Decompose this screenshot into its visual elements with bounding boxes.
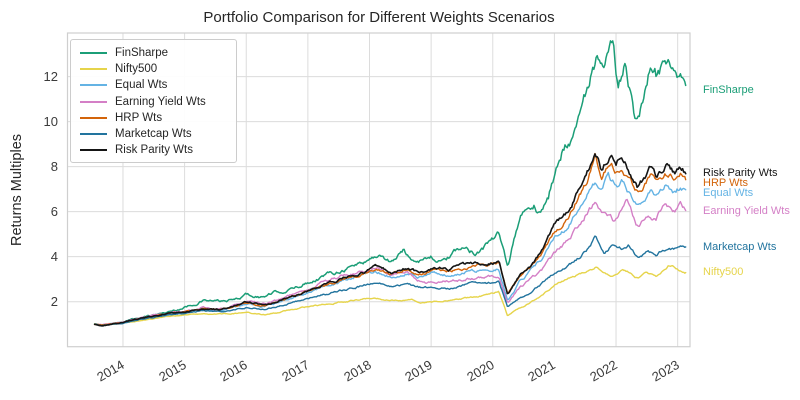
legend-label: HRP Wts (115, 111, 163, 124)
y-tick-label: 12 (43, 68, 58, 84)
legend-line-swatch (80, 149, 107, 152)
legend-label: Risk Parity Wts (115, 144, 193, 157)
legend-label: Nifty500 (115, 63, 158, 76)
legend-line-swatch (80, 52, 107, 55)
legend-label: Earning Yield Wts (115, 95, 206, 108)
legend-line-swatch (80, 100, 107, 103)
legend-label: Marketcap Wts (115, 128, 192, 141)
legend-item: Earning Yield Wts (71, 94, 236, 110)
series-line-nifty500 (93, 264, 687, 327)
legend-line-swatch (80, 68, 107, 71)
series-end-label: Marketcap Wts (703, 240, 777, 253)
legend-line-swatch (80, 116, 107, 119)
series-line-finsharpe (93, 40, 687, 327)
legend-line-swatch (80, 84, 107, 87)
series-lines (93, 40, 687, 327)
y-tick-label: 6 (50, 203, 58, 219)
series-end-label: FinSharpe (703, 84, 754, 97)
series-end-label: Equal Wts (703, 187, 754, 200)
y-tick-label: 8 (50, 158, 58, 174)
legend-item: FinSharpe (71, 45, 236, 61)
y-axis-label: Returns Multiples (9, 133, 25, 247)
legend-item: Equal Wts (71, 77, 236, 93)
y-tick-label: 10 (43, 113, 58, 129)
legend-item: Nifty500 (71, 61, 236, 77)
legend-label: Equal Wts (115, 79, 168, 92)
legend-box: FinSharpe Nifty500 Equal Wts Earning Yield … (70, 39, 237, 164)
legend-line-swatch (80, 133, 107, 136)
y-tick-label: 4 (50, 248, 58, 264)
series-end-label: Earning Yield Wts (703, 205, 790, 218)
series-end-label: Nifty500 (703, 266, 744, 279)
plot-border (66, 32, 691, 348)
series-line-risk-parity-wts (93, 153, 687, 327)
series-end-label: HRP Wts (703, 177, 749, 190)
y-tick-label: 2 (50, 293, 58, 309)
legend-item: Risk Parity Wts (71, 142, 236, 158)
legend-item: Marketcap Wts (71, 126, 236, 142)
series-end-label: Risk Parity Wts (703, 167, 778, 180)
legend-label: FinSharpe (115, 47, 169, 60)
chart-title: Portfolio Comparison for Different Weigh… (203, 9, 555, 26)
gridlines (67, 33, 690, 347)
series-line-marketcap-wts (93, 235, 687, 327)
series-line-equal-wts (93, 171, 687, 327)
legend-item: HRP Wts (71, 110, 236, 126)
